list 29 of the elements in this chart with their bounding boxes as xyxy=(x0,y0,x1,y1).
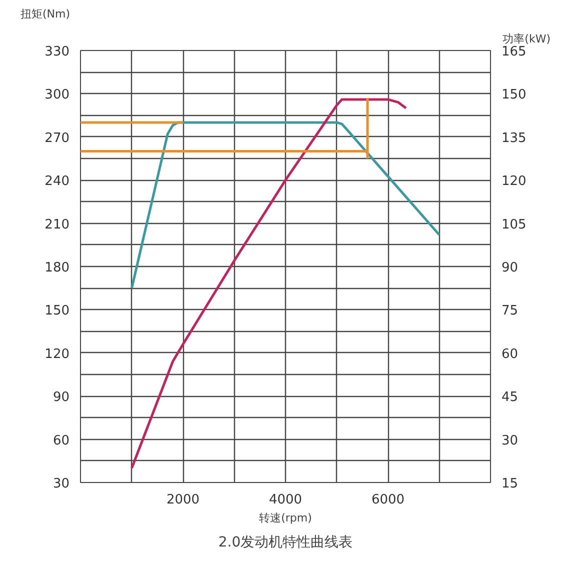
y2-tick-label: 150 xyxy=(502,88,526,103)
x-tick-label: 4000 xyxy=(268,492,302,508)
x-tick-label: 2000 xyxy=(166,492,200,508)
y-tick-label: 150 xyxy=(44,304,70,319)
y-tick-label: 270 xyxy=(44,130,70,146)
text: 2.0发动机特性曲线表 xyxy=(218,534,353,550)
y-tick-label: 60 xyxy=(52,433,70,448)
y-tick-label: 90 xyxy=(52,390,70,406)
y2-tick-label: 135 xyxy=(502,130,526,146)
y-tick-label: 330 xyxy=(44,44,70,60)
y-tick-label: 180 xyxy=(44,260,70,276)
x-tick-label: 6000 xyxy=(371,492,405,508)
y2-tick-label: 90 xyxy=(502,260,518,276)
y2-tick-label: 120 xyxy=(502,174,526,190)
y-tick-label: 120 xyxy=(44,346,70,362)
y-tick-label: 300 xyxy=(44,88,70,103)
y2-tick-label: 60 xyxy=(502,346,518,362)
y2-tick-label: 75 xyxy=(502,304,518,319)
y2-tick-label: 30 xyxy=(502,433,518,448)
y2-tick-label: 105 xyxy=(502,217,526,232)
y2-tick-label: 15 xyxy=(502,476,518,492)
y-tick-label: 210 xyxy=(44,217,70,232)
y-tick-label: 30 xyxy=(52,476,70,492)
y2-tick-label: 165 xyxy=(502,44,526,60)
y2-axis-title: 功率(kW) xyxy=(502,32,551,46)
y-tick-label: 240 xyxy=(44,174,70,190)
y-axis-title: 扭矩(Nm) xyxy=(20,8,70,20)
y2-tick-label: 45 xyxy=(502,390,518,406)
x-axis-title: 转速(rpm) xyxy=(259,512,312,524)
